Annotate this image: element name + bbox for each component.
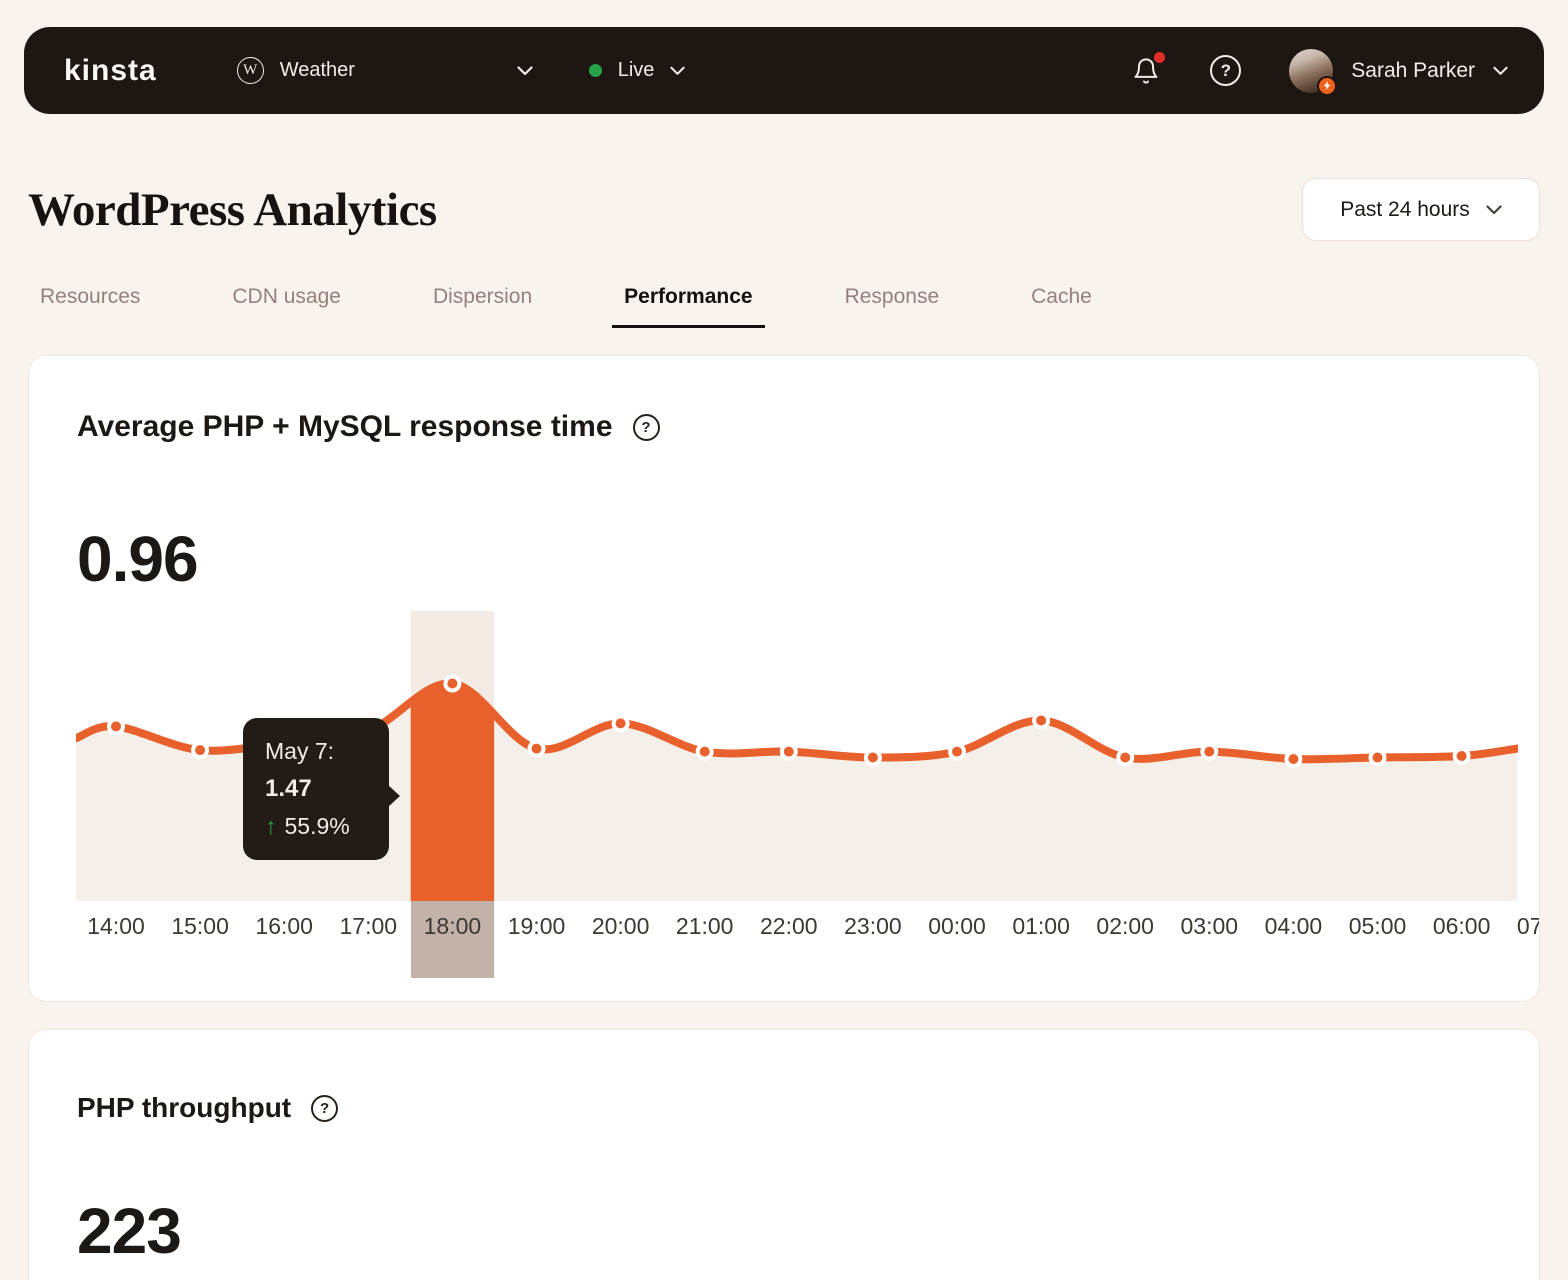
top-navbar: kinsta W Weather Live ? Sarah Parker bbox=[24, 27, 1544, 114]
arrow-up-icon: ↑ bbox=[265, 813, 277, 839]
tooltip-change: ↑ 55.9% bbox=[265, 813, 379, 840]
tab-performance[interactable]: Performance bbox=[612, 285, 765, 328]
site-switcher-dropdown[interactable]: W Weather bbox=[236, 57, 533, 84]
analytics-tabs: Resources CDN usage Dispersion Performan… bbox=[28, 285, 1540, 328]
x-axis-tick: 04:00 bbox=[1264, 913, 1323, 939]
card-title: PHP throughput bbox=[77, 1092, 292, 1123]
tooltip-change-pct: 55.9% bbox=[284, 813, 350, 839]
x-axis-tick: 01:00 bbox=[1012, 913, 1070, 939]
chevron-down-icon bbox=[517, 65, 533, 75]
x-axis-tick: 00:00 bbox=[928, 913, 986, 939]
tab-response[interactable]: Response bbox=[844, 285, 940, 308]
x-axis-tick: 06:00 bbox=[1432, 913, 1491, 939]
php-throughput-card: PHP throughput ? 223 bbox=[28, 1029, 1540, 1280]
tooltip-date: May 7: bbox=[265, 738, 335, 764]
tab-resources[interactable]: Resources bbox=[40, 285, 141, 308]
card-title: Average PHP + MySQL response time bbox=[77, 410, 613, 443]
notification-badge bbox=[1154, 51, 1166, 63]
x-axis-tick: 23:00 bbox=[844, 913, 902, 939]
chevron-down-icon bbox=[1493, 66, 1508, 75]
chart-tooltip: May 7: 1.47 ↑ 55.9% bbox=[243, 718, 400, 860]
x-axis-tick: 07:00 bbox=[1516, 913, 1540, 939]
x-axis-tick: 20:00 bbox=[591, 913, 650, 939]
wordpress-icon: W bbox=[236, 57, 264, 84]
x-axis-tick: 18:00 bbox=[423, 913, 482, 939]
bell-icon bbox=[1134, 57, 1158, 84]
user-menu[interactable]: Sarah Parker bbox=[1289, 48, 1508, 96]
kinsta-logo: kinsta bbox=[64, 53, 157, 87]
x-axis-tick: 22:00 bbox=[760, 913, 818, 939]
help-button[interactable]: ? bbox=[1210, 55, 1242, 86]
x-axis-ticks: 14:00 15:00 16:00 17:00 18:00 19:00 20:00 21:00… bbox=[76, 913, 1539, 973]
x-axis-tick: 03:00 bbox=[1180, 913, 1239, 939]
tab-cache[interactable]: Cache bbox=[1031, 285, 1092, 308]
live-status-icon bbox=[588, 64, 602, 77]
x-axis-tick: 17:00 bbox=[339, 913, 398, 939]
environment-dropdown[interactable]: Live bbox=[588, 59, 686, 82]
chevron-down-icon bbox=[670, 66, 686, 75]
page-header: WordPress Analytics Past 24 hours bbox=[28, 178, 1540, 241]
x-axis-tick: 05:00 bbox=[1348, 913, 1407, 939]
x-axis-tick: 21:00 bbox=[675, 913, 734, 939]
response-time-card: Average PHP + MySQL response time ? 0.96… bbox=[28, 355, 1540, 1002]
highlight-column-band bbox=[411, 901, 494, 978]
x-axis-tick: 16:00 bbox=[255, 913, 313, 939]
site-switcher-label: Weather bbox=[279, 59, 355, 81]
x-axis-tick: 02:00 bbox=[1096, 913, 1154, 939]
help-icon[interactable]: ? bbox=[311, 1094, 339, 1122]
x-axis-tick: 19:00 bbox=[507, 913, 566, 939]
user-name: Sarah Parker bbox=[1351, 58, 1475, 82]
tooltip-value: 1.47 bbox=[265, 775, 312, 802]
page-title: WordPress Analytics bbox=[28, 183, 437, 236]
notifications-button[interactable] bbox=[1132, 51, 1166, 86]
environment-label: Live bbox=[617, 59, 655, 81]
x-axis-tick: 15:00 bbox=[171, 913, 229, 939]
avatar bbox=[1289, 48, 1338, 96]
php-throughput-value: 223 bbox=[77, 1195, 182, 1267]
help-icon[interactable]: ? bbox=[632, 413, 660, 441]
time-range-value: Past 24 hours bbox=[1340, 197, 1470, 221]
help-icon: ? bbox=[1210, 55, 1242, 86]
time-range-select[interactable]: Past 24 hours bbox=[1302, 178, 1540, 241]
x-axis-tick: 14:00 bbox=[87, 913, 145, 939]
lightning-badge-icon bbox=[1317, 75, 1338, 96]
response-time-value: 0.96 bbox=[77, 523, 199, 595]
chevron-down-icon bbox=[1486, 204, 1502, 214]
tab-dispersion[interactable]: Dispersion bbox=[432, 285, 533, 308]
tab-cdn-usage[interactable]: CDN usage bbox=[232, 285, 341, 308]
